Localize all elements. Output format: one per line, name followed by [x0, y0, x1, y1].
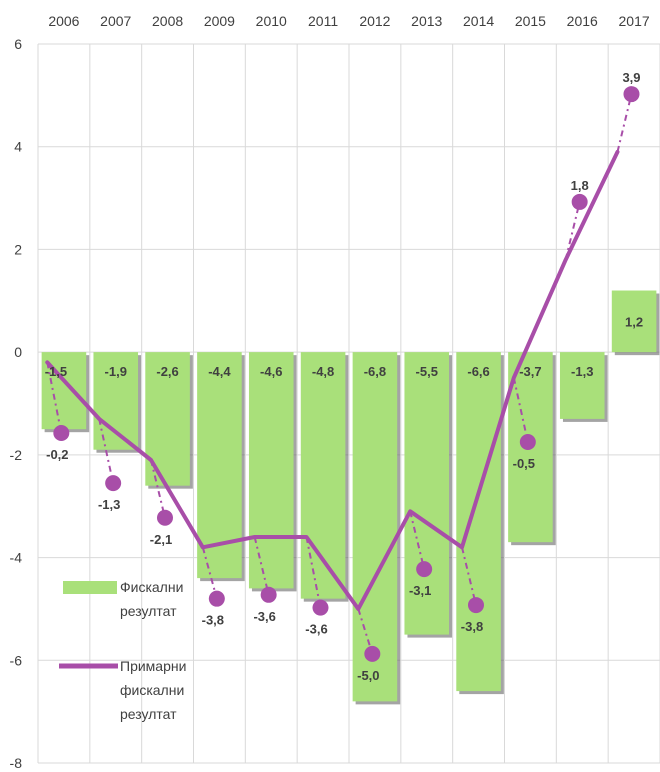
line-data-label: 1,8	[571, 178, 589, 193]
bar-layer	[41, 290, 660, 705]
line-data-label: -0,2	[46, 447, 68, 462]
legend-line-label-line3: резултат	[120, 706, 177, 722]
line-data-label: -3,6	[305, 622, 327, 637]
line-data-label: -2,1	[150, 532, 172, 547]
bar	[404, 352, 450, 635]
bar-data-label: -3,7	[519, 364, 541, 379]
y-tick-label: 4	[14, 139, 22, 155]
series-marker	[105, 475, 122, 492]
line-data-label: -1,3	[98, 497, 120, 512]
marker-leader	[150, 459, 166, 519]
bar	[456, 352, 501, 692]
bar-data-label: -2,6	[156, 364, 178, 379]
bar	[352, 352, 398, 702]
label-layer: -0,2 -1,3 -2,1 -3,8 -3,6 -3,6 -5,0 -3,1 -3,8 -0,5…	[45, 70, 643, 683]
line-layer	[45, 86, 640, 662]
bar-data-label: -4,4	[208, 364, 231, 379]
line-data-label: -3,1	[409, 583, 431, 598]
marker-leader	[253, 536, 270, 596]
bar-data-label: -1,5	[45, 364, 67, 379]
legend-line-label-line2: фискални	[120, 682, 184, 698]
bar	[248, 352, 294, 589]
series-line	[45, 149, 620, 611]
marker-leader	[305, 536, 322, 608]
y-tick-label: 2	[14, 241, 22, 257]
x-tick-label: 2013	[411, 13, 442, 29]
axis-layer: 6 4 2 0 -2 -4 -6 -8 2006 2007 2008 2009 2010 2011 2012…	[10, 13, 650, 771]
marker-leader	[616, 93, 633, 153]
grid-layer	[37, 43, 660, 764]
bar	[611, 290, 657, 353]
x-tick-label: 2016	[567, 13, 598, 29]
line-data-label: -3,8	[202, 613, 224, 628]
marker-leader	[461, 547, 477, 606]
series-marker	[156, 509, 173, 526]
x-tick-label: 2008	[152, 13, 183, 29]
bar-data-label: -1,3	[571, 364, 593, 379]
y-tick-label: -6	[10, 652, 23, 668]
legend-layer: Фискални резултат Примарни фискални резу…	[59, 579, 186, 722]
marker-leader	[409, 511, 426, 570]
y-tick-label: 0	[14, 344, 22, 360]
legend-bar-label-line1: Фискални	[120, 579, 183, 595]
bar-data-label: -1,9	[105, 364, 127, 379]
marker-leader	[512, 377, 529, 443]
x-tick-label: 2015	[515, 13, 546, 29]
marker-leader	[564, 201, 581, 260]
series-marker	[53, 425, 70, 442]
line-data-label: -5,0	[357, 668, 379, 683]
bar-data-label: 1,2	[625, 314, 643, 329]
y-tick-label: -2	[10, 447, 23, 463]
bar	[559, 352, 605, 419]
series-marker	[364, 645, 381, 662]
series-marker	[519, 434, 536, 451]
series-marker	[571, 193, 588, 210]
legend-line-label-line1: Примарни	[120, 658, 186, 674]
series-marker	[260, 586, 277, 603]
line-data-label: -3,8	[461, 619, 483, 634]
line-data-label: 3,9	[622, 70, 640, 85]
series-marker	[208, 590, 225, 607]
y-tick-label: -4	[10, 550, 23, 566]
x-tick-label: 2010	[256, 13, 287, 29]
line-data-label: -3,6	[253, 609, 275, 624]
x-tick-label: 2014	[463, 13, 494, 29]
legend-bar-swatch	[63, 581, 117, 594]
y-tick-label: -8	[10, 755, 23, 771]
series-marker	[467, 597, 484, 614]
legend-bar-label-line2: резултат	[120, 603, 177, 619]
bar-data-label: -5,5	[416, 364, 438, 379]
x-tick-label: 2006	[48, 13, 79, 29]
x-tick-label: 2012	[359, 13, 390, 29]
bar-data-label: -4,6	[260, 364, 282, 379]
x-tick-label: 2009	[204, 13, 235, 29]
series-marker	[312, 599, 329, 616]
marker-leader	[46, 362, 63, 434]
series-marker	[416, 561, 433, 578]
marker-leader	[201, 547, 218, 599]
marker-leader	[98, 418, 115, 484]
line-data-label: -0,5	[513, 456, 535, 471]
y-tick-label: 6	[14, 36, 22, 52]
bar-data-label: -6,6	[467, 364, 489, 379]
series-marker	[623, 86, 640, 103]
x-tick-label: 2011	[308, 13, 338, 29]
bar-data-label: -4,8	[312, 364, 334, 379]
x-tick-label: 2007	[100, 13, 131, 29]
x-tick-label: 2017	[619, 13, 650, 29]
bar-data-label: -6,8	[364, 364, 386, 379]
